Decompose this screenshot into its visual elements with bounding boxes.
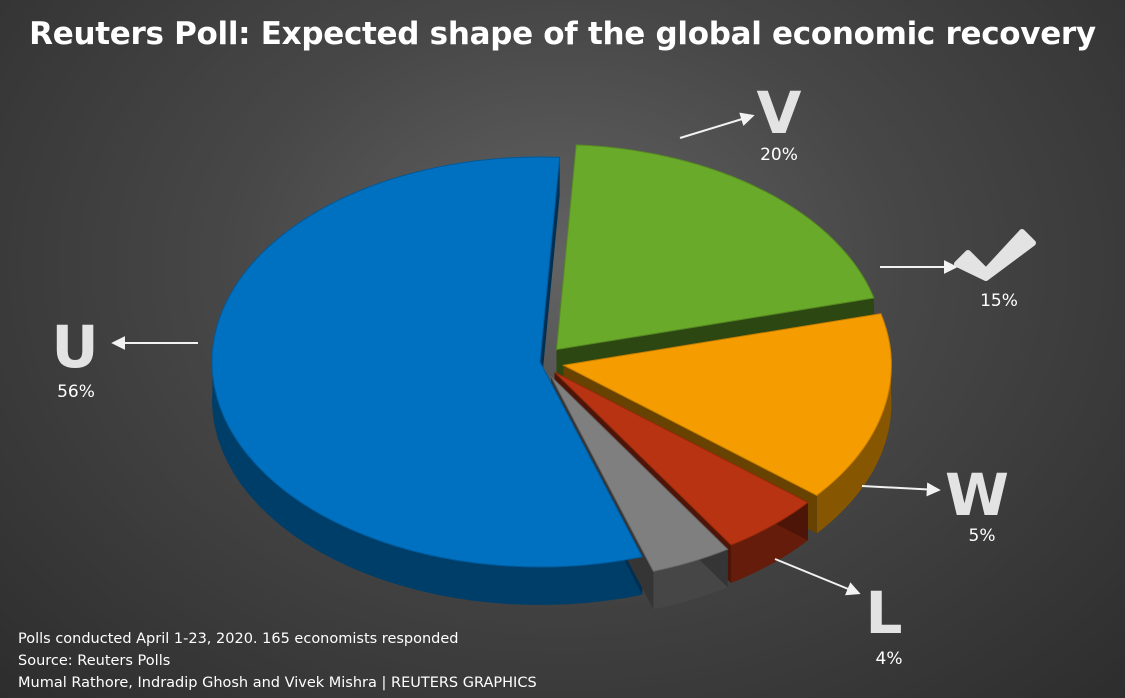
label-l: L [865,579,903,647]
label-w: W [945,461,1009,529]
arrow-w [861,482,941,497]
arrow-l [774,558,861,596]
pct-u: 56% [57,382,95,402]
footer-notes: Polls conducted April 1-23, 2020. 165 ec… [18,628,537,694]
pct-w: 5% [968,526,996,546]
slice-check-mark [561,313,892,497]
arrow-v [679,112,755,139]
slice-wall-U [212,352,643,605]
footer-poll-info: Polls conducted April 1-23, 2020. 165 ec… [18,631,459,647]
slice-cut-U-1 [540,157,560,400]
footer-source: Source: Reuters Polls [18,653,171,669]
label-v: V [756,79,802,147]
check-mark-icon [954,229,1036,281]
slice-L [550,376,729,572]
slice-wall-check-mark [816,355,892,534]
slice-V [555,144,875,351]
slice-W [554,371,809,546]
chart-title: Reuters Poll: Expected shape of the glob… [29,16,1096,52]
pct-check: 15% [980,291,1018,311]
footer-credits: Mumal Rathore, Indradip Ghosh and Vivek … [18,675,537,691]
slice-U [211,156,643,568]
label-u: U [51,313,99,381]
pct-l: 4% [875,649,903,669]
pct-v: 20% [760,145,798,165]
